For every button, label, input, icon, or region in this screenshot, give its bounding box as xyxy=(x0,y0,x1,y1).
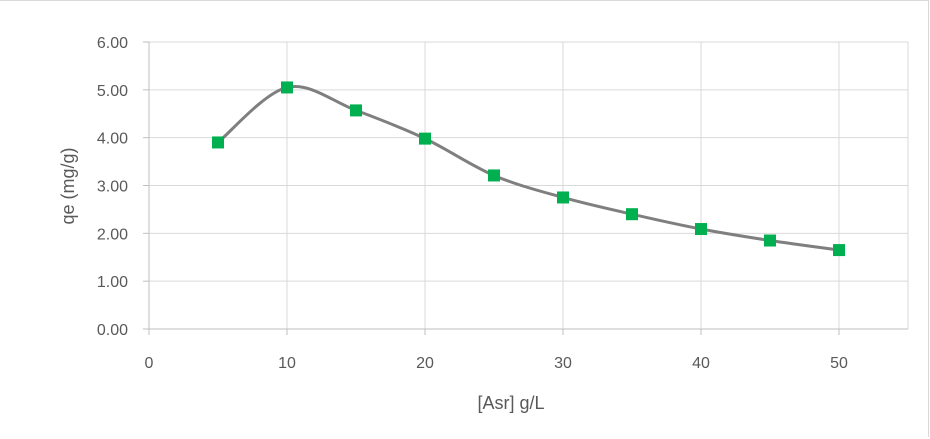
axes xyxy=(143,41,908,335)
y-tick-label: 5.00 xyxy=(97,83,128,100)
y-tick-label: 0.00 xyxy=(97,322,128,339)
x-tick-label: 50 xyxy=(830,355,848,372)
tick-labels: 0.00 1.00 2.00 3.00 4.00 5.00 6.00 0 10 20 30 40 50 xyxy=(97,35,848,372)
gridlines xyxy=(149,41,909,329)
x-tick-label: 10 xyxy=(278,355,296,372)
y-tick-label: 4.00 xyxy=(97,131,128,148)
data-point-marker xyxy=(350,104,362,117)
data-point-marker xyxy=(281,81,293,94)
x-tick-label: 0 xyxy=(145,355,154,372)
y-tick-label: 6.00 xyxy=(97,35,128,52)
data-point-marker xyxy=(764,234,776,247)
data-point-marker xyxy=(833,244,845,257)
y-tick-label: 2.00 xyxy=(97,226,128,243)
data-point-marker xyxy=(626,208,638,221)
data-point-marker xyxy=(695,223,707,236)
series-group xyxy=(212,81,845,257)
y-tick-label: 3.00 xyxy=(97,179,128,196)
data-point-marker xyxy=(212,136,224,149)
x-tick-label: 20 xyxy=(416,355,434,372)
x-axis-title: [Asr] g/L xyxy=(477,393,544,413)
series-line xyxy=(217,85,840,252)
x-tick-label: 40 xyxy=(692,355,710,372)
data-point-marker xyxy=(488,169,500,182)
data-point-marker xyxy=(419,132,431,145)
data-point-marker xyxy=(557,191,569,204)
y-tick-label: 1.00 xyxy=(97,274,128,291)
x-tick-label: 30 xyxy=(554,355,572,372)
y-axis-title: qe (mg/g) xyxy=(58,147,78,224)
